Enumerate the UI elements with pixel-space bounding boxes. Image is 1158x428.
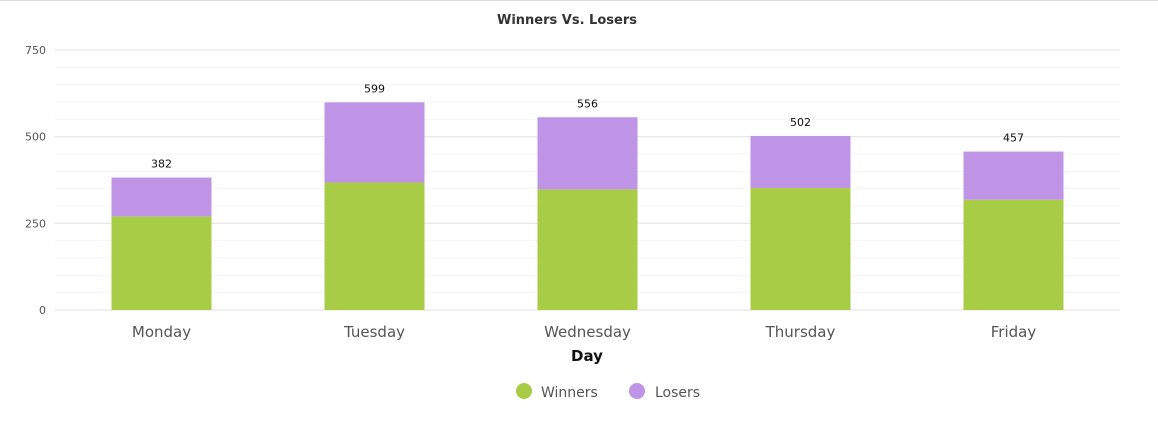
y-tick-label: 750 xyxy=(25,44,46,57)
chart-title: Winners Vs. Losers xyxy=(497,13,637,28)
total-label-wednesday: 556 xyxy=(577,97,598,110)
bar-losers-friday xyxy=(963,151,1064,200)
total-label-friday: 457 xyxy=(1003,132,1024,145)
x-tick-label: Tuesday xyxy=(343,323,405,341)
bar-losers-thursday xyxy=(750,135,851,188)
bar-winners-wednesday xyxy=(537,189,638,310)
legend-item-winners: Winners xyxy=(516,383,598,401)
legend: Winners Losers xyxy=(516,383,700,401)
top-border xyxy=(0,0,1158,1)
x-tick-label: Wednesday xyxy=(544,323,631,341)
bar-losers-tuesday xyxy=(324,102,425,183)
x-tick-label: Friday xyxy=(991,323,1037,341)
bar-winners-friday xyxy=(963,199,1064,310)
bar-losers-wednesday xyxy=(537,117,638,190)
y-tick-label: 500 xyxy=(25,131,46,144)
total-label-tuesday: 599 xyxy=(364,82,385,95)
bar-losers-monday xyxy=(111,177,212,217)
grid-lines xyxy=(55,49,1120,311)
legend-item-losers: Losers xyxy=(629,383,700,401)
x-tick-label: Monday xyxy=(132,323,191,341)
x-axis-label: Day xyxy=(571,347,603,365)
legend-swatch xyxy=(629,383,645,399)
x-tick-label: Thursday xyxy=(765,323,836,341)
total-label-monday: 382 xyxy=(151,158,172,171)
bars xyxy=(111,102,1064,310)
total-label-thursday: 502 xyxy=(790,116,811,129)
data-labels: 382 599 556 502 457 xyxy=(151,82,1024,170)
bar-winners-thursday xyxy=(750,187,851,310)
legend-label: Winners xyxy=(541,385,598,401)
y-tick-label: 250 xyxy=(25,217,46,230)
bar-winners-monday xyxy=(111,216,212,310)
x-axis-ticks: Monday Tuesday Wednesday Thursday Friday xyxy=(132,323,1036,341)
y-axis-ticks: 0 250 500 750 xyxy=(25,44,46,317)
y-tick-label: 0 xyxy=(39,304,46,317)
legend-label: Losers xyxy=(655,385,700,401)
bar-winners-tuesday xyxy=(324,182,425,310)
legend-swatch xyxy=(516,383,532,399)
